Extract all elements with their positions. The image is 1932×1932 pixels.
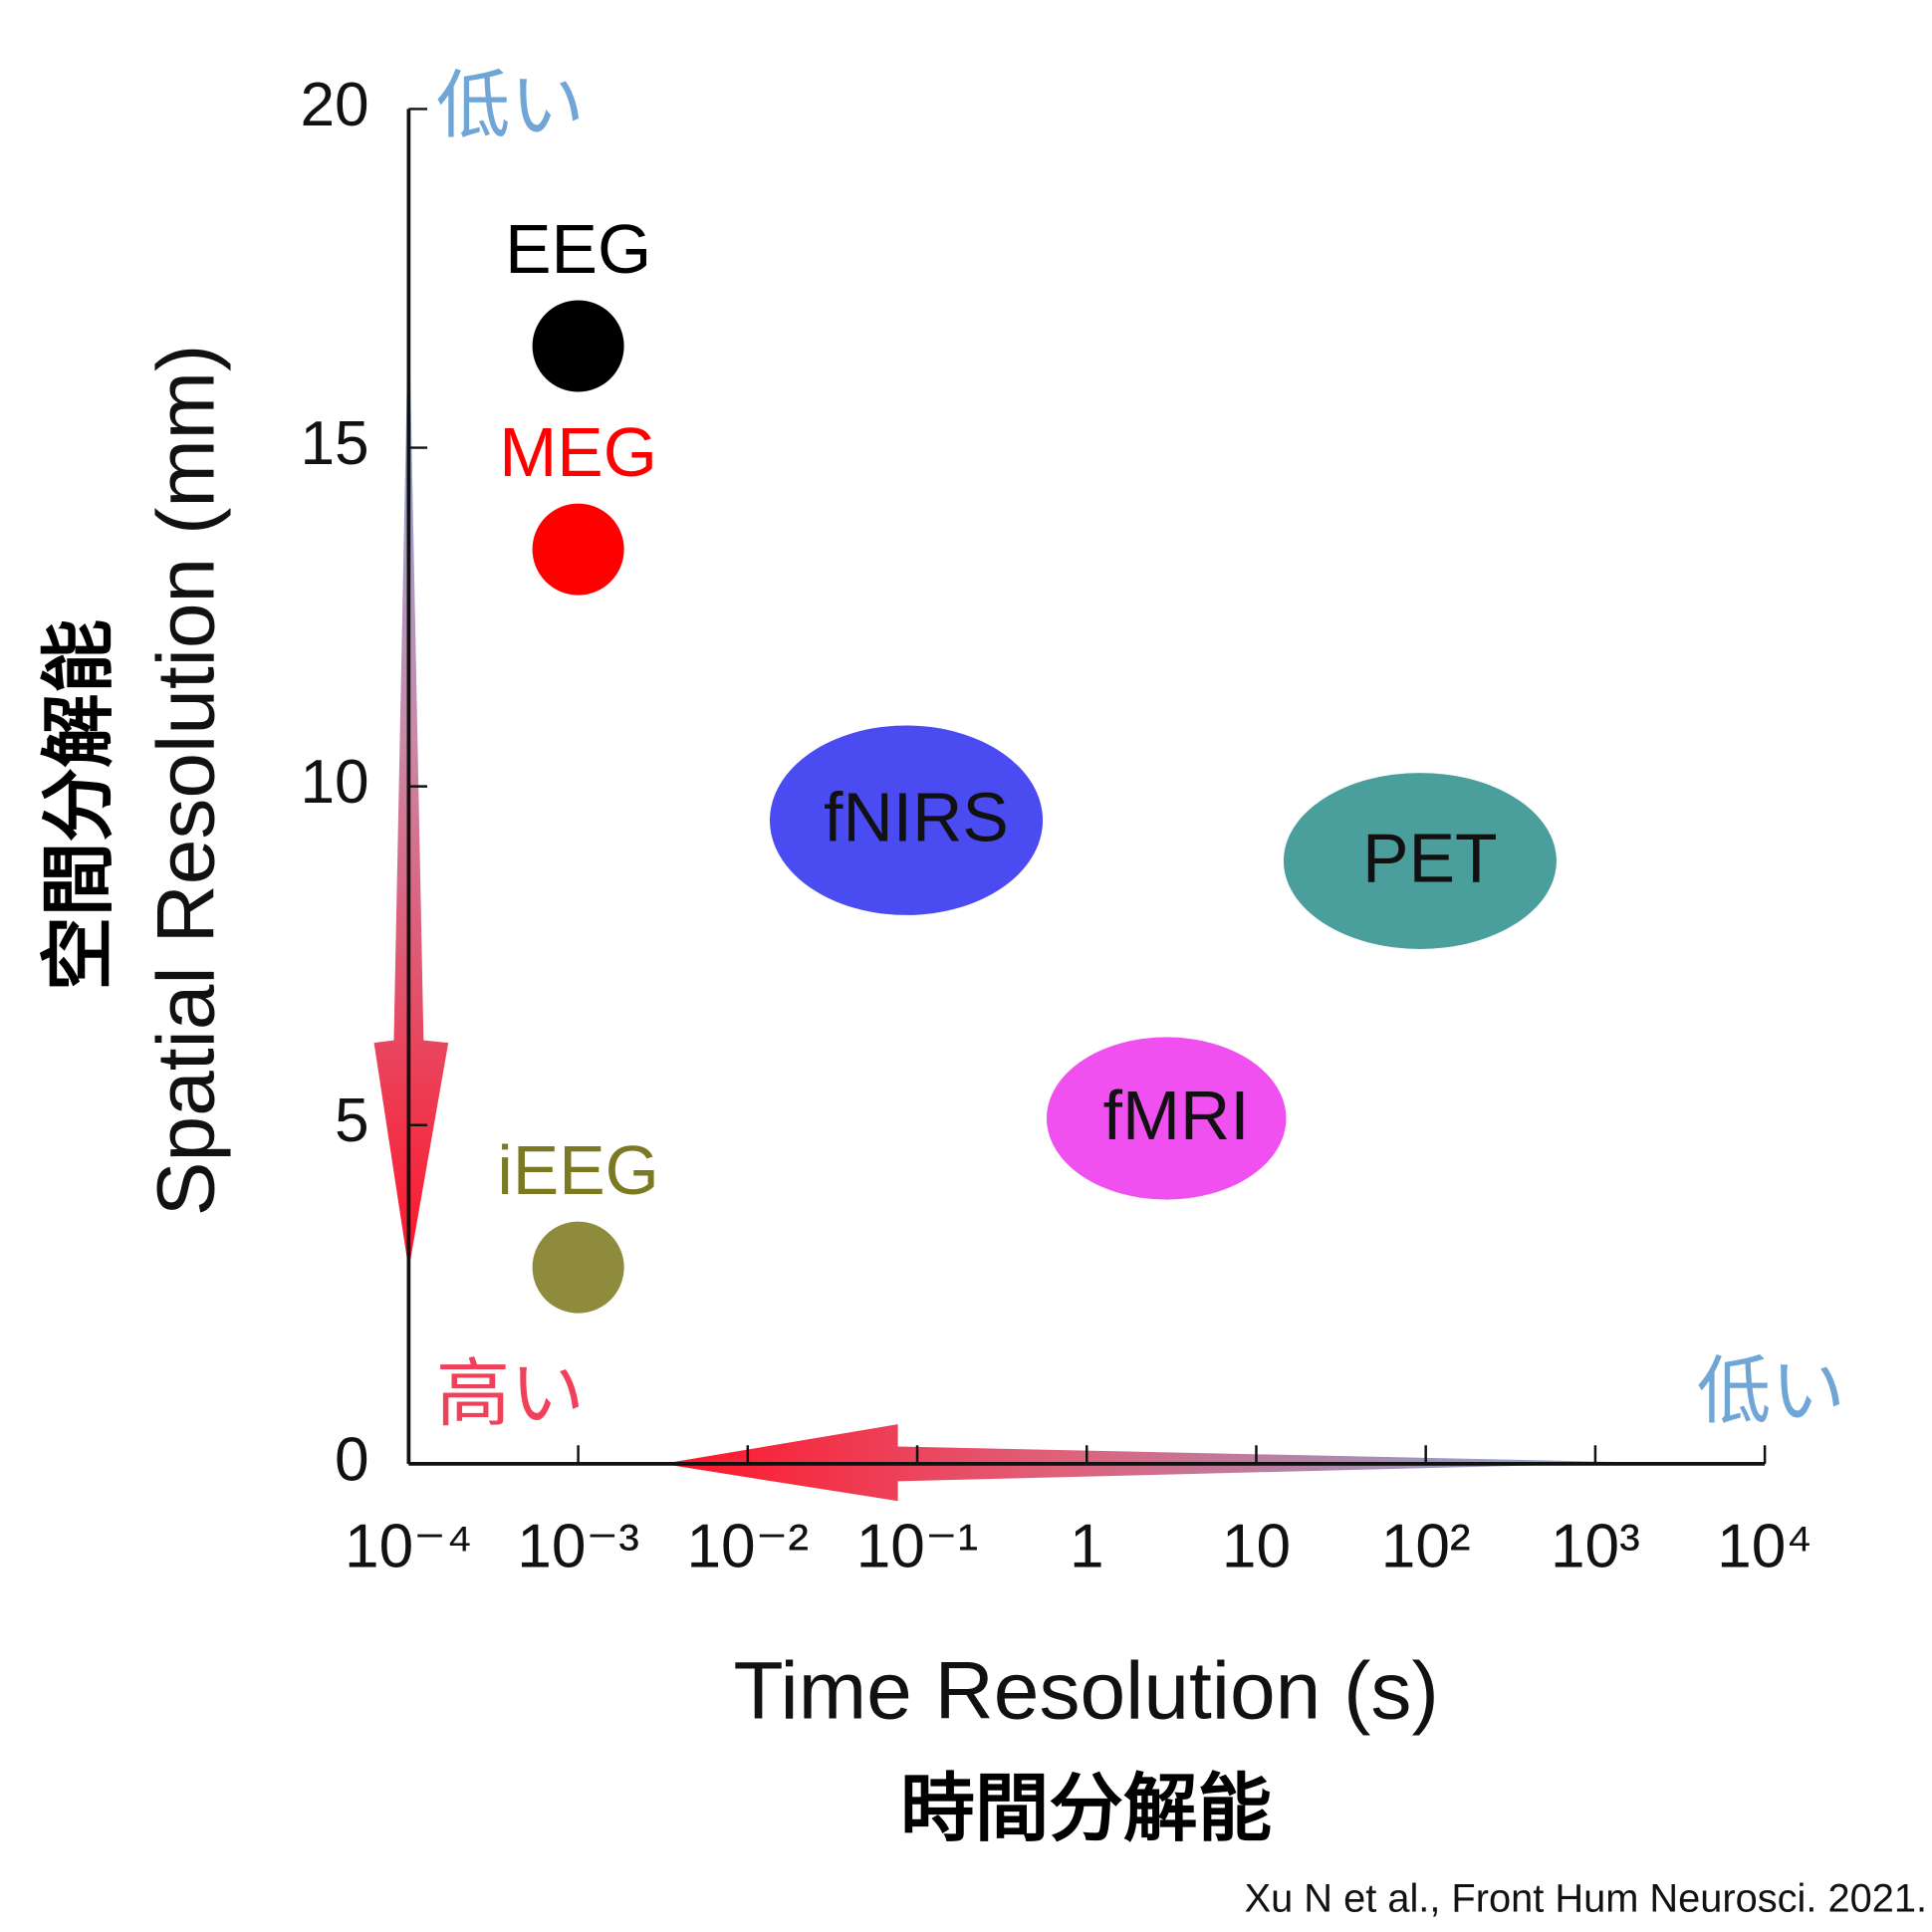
x-tick-label: 10 [1222,1512,1291,1580]
x-tick-label: 10⁻² [686,1512,809,1580]
series-label: PET [1362,819,1497,896]
series-label: fNIRS [824,779,1009,856]
x-tick-label: 10³ [1551,1512,1640,1580]
series-label: MEG [499,413,657,491]
x-tick-label: 10² [1381,1512,1471,1580]
annotation: 低い [1697,1348,1845,1432]
y-tick-label: 20 [300,71,368,139]
annotation: 高い [436,1351,585,1435]
x-tick-label: 10⁴ [1717,1512,1812,1580]
range-ellipse [1046,1037,1287,1200]
source: Xu N et al., Front Hum Neurosci. 2021. [1245,1876,1927,1920]
point [532,1221,624,1314]
series-label: EEG [505,210,651,288]
series-label: iEEG [497,1131,659,1209]
y-tick-label: 0 [335,1425,369,1494]
x-axis-title-ja: 時間分解能 [900,1767,1272,1850]
x-axis-title: Time Resolution (s) [733,1645,1438,1736]
y-axis-title: Spatial Resolution (mm) [140,345,231,1217]
point [532,300,624,392]
range-ellipse [770,725,1044,915]
y-tick-label: 5 [335,1087,369,1155]
range-ellipse [1283,773,1557,949]
x-tick-label: 10⁻¹ [856,1512,979,1580]
series-label: fMRI [1103,1077,1250,1154]
x-tick-label: 1 [1070,1512,1104,1580]
y-axis-title-ja: 空間分解能 [36,619,120,991]
y-tick-label: 15 [300,409,368,478]
x-tick-label: 10⁻³ [517,1512,639,1580]
annotation: 低い [436,64,585,147]
point [532,503,624,596]
y-tick-label: 10 [300,748,368,817]
y-direction-arrow [373,297,449,1270]
x-tick-label: 10⁻⁴ [345,1512,473,1580]
